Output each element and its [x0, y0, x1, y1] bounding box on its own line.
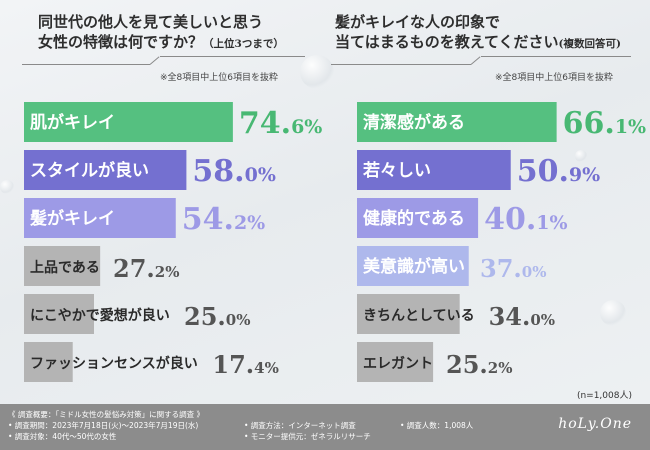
left-value-label-4: 27.2% — [113, 254, 179, 283]
footer-col-1: 《 調査概要：「ミドル女性の髪悩み対策」に関する調査 》 • 調査期間：2023… — [8, 409, 204, 442]
water-drop — [575, 150, 587, 162]
left-bar-6 — [24, 342, 73, 382]
left-value-label-1: 74.6% — [239, 106, 322, 141]
right-bar-4 — [357, 246, 469, 286]
left-note: ※全8項目中上位6項目を抜粋 — [160, 73, 278, 83]
left-bar-5 — [24, 294, 94, 334]
right-category-label-5: きちんとしている — [363, 308, 475, 324]
left-category-label-5: にこやかで愛想が良い — [30, 307, 170, 324]
right-bar-6 — [357, 342, 434, 382]
right-bar-5 — [357, 294, 460, 334]
right-chart-title: 髪がキレイな人の印象で 当てはまるものを教えてください(複数回答可) — [335, 12, 621, 54]
survey-target: • 調査対象：40代～50代の女性 — [8, 432, 117, 441]
right-note: ※全8項目中上位6項目を抜粋 — [495, 73, 613, 83]
footer-col-2: • 調査方法：インターネット調査 • モニター提供元：ゼネラルリサーチ — [244, 420, 371, 442]
left-value-label-5: 25.0% — [184, 302, 250, 331]
right-category-label-1: 清潔感がある — [363, 112, 465, 133]
left-title-suffix: （上位3つまで） — [203, 38, 284, 50]
left-title-rule — [160, 56, 305, 57]
left-category-label-4: 上品である — [30, 260, 100, 276]
right-bar-1 — [357, 102, 557, 142]
bar-charts: 肌がキレイ 74.6% スタイルが良い 58.0% 髪がキレイ 54.2% 上品である 27.… — [24, 102, 646, 382]
left-category-label-6: ファッションセンスが良い — [30, 355, 198, 372]
survey-period: • 調査期間：2023年7月18日(火)～2023年7月19日(水) — [8, 421, 199, 430]
left-value-label-2: 58.0% — [192, 154, 275, 189]
right-value-label-4: 37.0% — [480, 254, 546, 283]
survey-provider: • モニター提供元：ゼネラルリサーチ — [244, 432, 371, 441]
right-bar-3 — [357, 198, 479, 238]
water-drop — [600, 300, 626, 326]
right-title-rule — [331, 64, 471, 65]
survey-overview: 《 調査概要：「ミドル女性の髪悩み対策」に関する調査 》 — [8, 410, 205, 419]
left-bar-1 — [24, 102, 233, 142]
left-chart-title: 同世代の他人を見て美しいと思う 女性の特徴は何ですか？（上位3つまで） — [38, 12, 284, 54]
survey-footer: 《 調査概要：「ミドル女性の髪悩み対策」に関する調査 》 • 調査期間：2023… — [0, 404, 650, 450]
left-value-label-6: 17.4% — [212, 350, 278, 379]
left-bar-4 — [24, 246, 101, 286]
left-value-label-3: 54.2% — [182, 202, 265, 237]
right-category-label-3: 健康的である — [363, 208, 465, 229]
right-value-label-1: 66.1% — [563, 106, 646, 141]
right-category-label-6: エレガント — [363, 356, 433, 372]
footer-col-3: • 調査人数：1,008人 — [400, 420, 473, 431]
right-bar-2 — [357, 150, 511, 190]
right-value-label-2: 50.9% — [517, 154, 600, 189]
water-drop — [0, 180, 14, 194]
water-drop — [300, 55, 334, 89]
left-title-rule — [22, 64, 150, 65]
right-value-label-5: 34.0% — [489, 302, 555, 331]
right-title-line2: 当てはまるものを教えてください — [335, 33, 559, 51]
sample-size-note: (n=1,008人) — [576, 391, 632, 401]
brand-logo: hoLy.One — [558, 416, 632, 432]
survey-count: • 調査人数：1,008人 — [400, 421, 474, 430]
right-title-line1: 髪がキレイな人の印象で — [335, 13, 501, 31]
right-category-label-2: 若々しい — [362, 160, 431, 181]
left-bar-2 — [24, 150, 187, 190]
right-title-rule — [481, 56, 631, 57]
left-category-label-1: 肌がキレイ — [30, 112, 115, 133]
right-title-suffix: (複数回答可) — [558, 38, 621, 50]
left-title-line1: 同世代の他人を見て美しいと思う — [38, 13, 264, 31]
left-category-label-3: 髪がキレイ — [29, 208, 115, 229]
left-bar-3 — [24, 198, 176, 238]
right-category-label-4: 美意識が高い — [363, 256, 465, 277]
left-title-line2: 女性の特徴は何ですか？ — [38, 33, 204, 51]
right-value-label-6: 25.2% — [446, 350, 512, 379]
left-category-label-2: スタイルが良い — [30, 160, 149, 181]
right-value-label-3: 40.1% — [484, 202, 567, 237]
survey-method: • 調査方法：インターネット調査 — [244, 421, 356, 430]
